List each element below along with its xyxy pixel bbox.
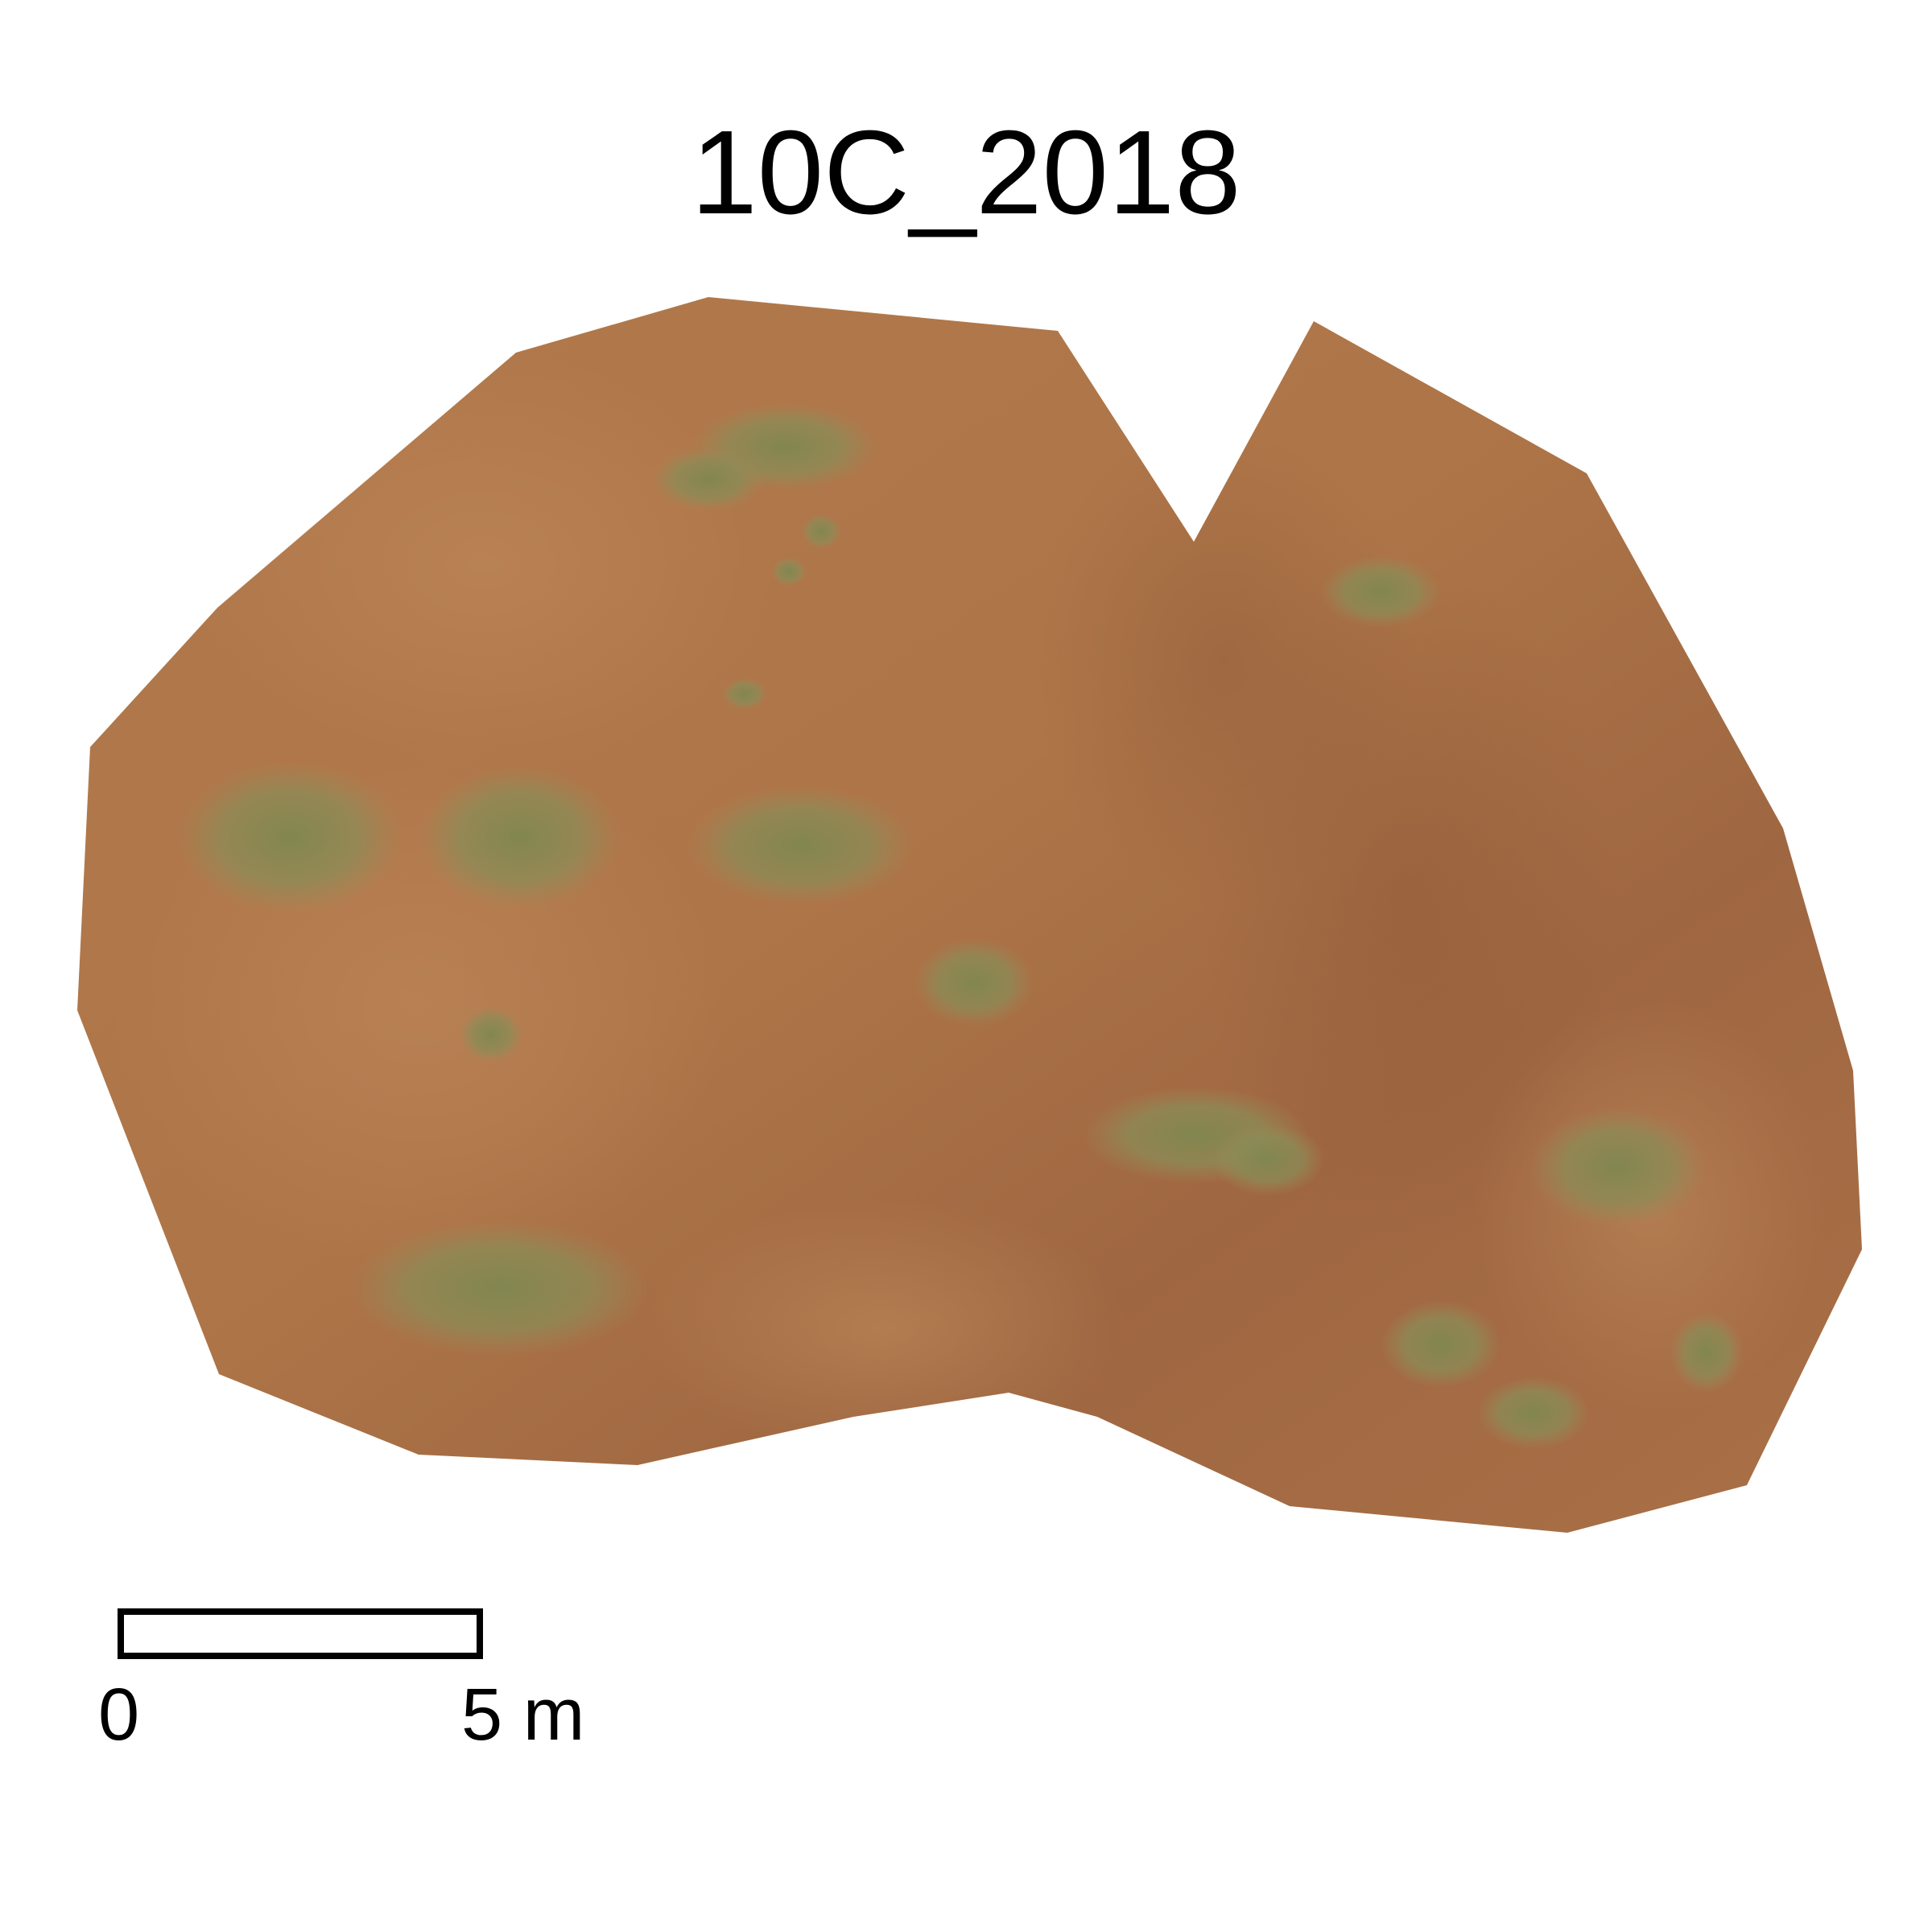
vegetation-patch	[801, 514, 841, 549]
vegetation-patch	[177, 761, 402, 914]
vegetation-patch	[914, 938, 1034, 1026]
vegetation-patch	[419, 765, 620, 910]
scale-bar	[118, 1608, 483, 1659]
scale-bar-box	[118, 1608, 483, 1659]
vegetation-patch	[1530, 1107, 1707, 1228]
map-title: 10C_2018	[691, 106, 1241, 239]
vegetation-patch	[722, 678, 767, 710]
vegetation-patch	[652, 447, 765, 511]
scale-bar-start-label: 0	[98, 1674, 140, 1756]
vegetation-patch	[1477, 1377, 1590, 1449]
vegetation-patch	[1381, 1300, 1501, 1389]
scale-bar-end-label: 5 m	[461, 1674, 585, 1756]
vegetation-patch	[1212, 1123, 1324, 1195]
vegetation-patch	[1670, 1312, 1743, 1393]
site-footprint	[77, 297, 1862, 1533]
vegetation-patch	[688, 785, 914, 906]
vegetation-patch	[459, 1006, 523, 1063]
vegetation-patches	[177, 402, 1743, 1449]
vegetation-patch	[350, 1220, 648, 1356]
vegetation-patch	[1320, 555, 1441, 628]
vegetation-patch	[771, 557, 807, 586]
